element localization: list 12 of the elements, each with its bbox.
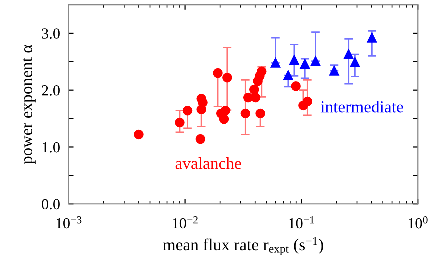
series-label: intermediate bbox=[320, 101, 404, 113]
x-tick-label: 10$^{−3}$ bbox=[56, 216, 82, 229]
x-tick-label: 10$^{−2}$ bbox=[173, 216, 198, 229]
y-tick-label: 1.0 bbox=[42, 142, 60, 153]
x-tick-label: 10$^{0}$ bbox=[408, 216, 428, 229]
y-tick-label: 2.0 bbox=[42, 86, 60, 96]
x-tick-label: 10$^{−1}$ bbox=[289, 216, 314, 229]
y-axis-title: power exponent α bbox=[22, 45, 36, 164]
y-tick-label: 0.0 bbox=[42, 199, 60, 210]
series-label: avalanche bbox=[176, 158, 242, 170]
x-axis-title: mean flux rate r$_{expt}$ (s$^{−1}$) bbox=[163, 237, 324, 256]
y-tick-label: 3.0 bbox=[42, 28, 60, 39]
